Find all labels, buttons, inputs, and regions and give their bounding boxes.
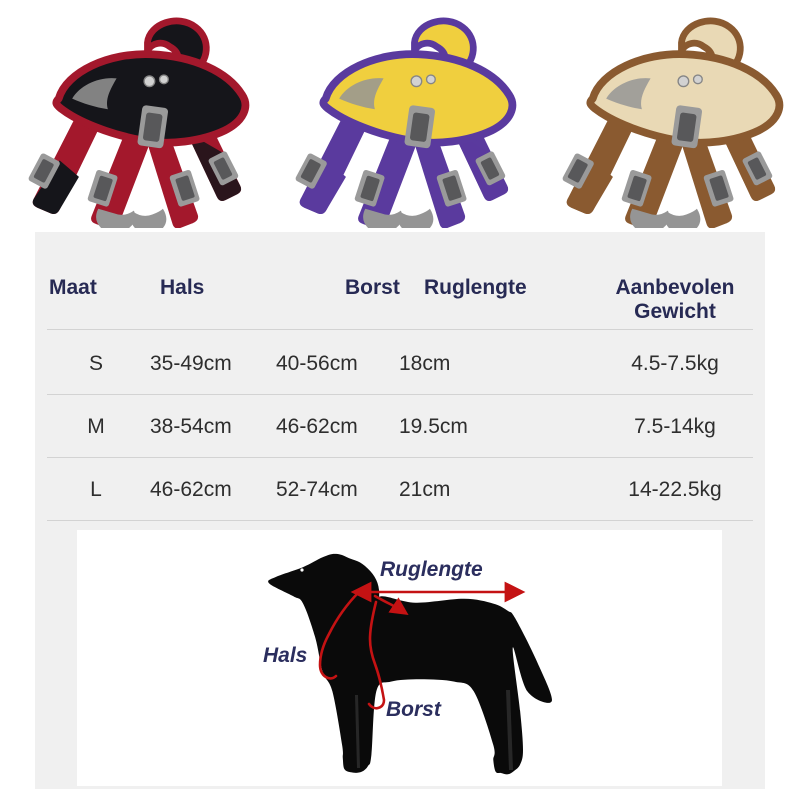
svg-text:Ruglengte: Ruglengte [380, 558, 483, 581]
svg-text:Hals: Hals [263, 644, 307, 667]
svg-text:Borst: Borst [386, 698, 442, 721]
